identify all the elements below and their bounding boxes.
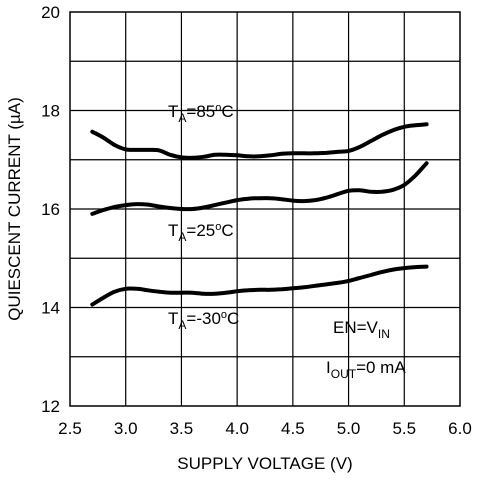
series-line-0 [90, 122, 429, 160]
x-axis-tick-labels: 2.5 3.0 3.5 4.0 4.5 5.0 5.5 6.0 [58, 419, 472, 438]
x-tick-label: 3.5 [170, 419, 194, 438]
curve-label-2: TA=-30oC [168, 309, 239, 332]
x-tick-label: 4.5 [281, 419, 305, 438]
x-tick-label: 2.5 [58, 419, 82, 438]
series-group [90, 122, 429, 307]
curve-labels: TA=85oC TA=25oC TA=-30oC [168, 102, 239, 332]
y-tick-label: 18 [41, 102, 60, 121]
condition-annotation-1: IOUT=0 mA [326, 358, 406, 381]
plot-area-frame [69, 11, 461, 407]
curve-label-1: TA=25oC [168, 221, 234, 244]
x-axis-title: SUPPLY VOLTAGE (V) [177, 454, 352, 473]
condition-annotation-0: EN=VIN [333, 318, 390, 341]
x-tick-label: 4.0 [225, 419, 249, 438]
y-axis-tick-labels: 12 14 16 18 20 [41, 3, 60, 416]
series-line-2 [90, 264, 429, 307]
condition-annotations: EN=VIN IOUT=0 mA [326, 318, 406, 381]
grid-lines [70, 12, 460, 406]
x-tick-label: 6.0 [448, 419, 472, 438]
y-tick-label: 20 [41, 3, 60, 22]
y-axis-title: QUIESCENT CURRENT (µA) [5, 97, 24, 321]
y-tick-label: 16 [41, 200, 60, 219]
x-tick-label: 5.0 [337, 419, 361, 438]
series-line-1 [90, 161, 429, 216]
y-tick-label: 14 [41, 299, 60, 318]
x-tick-label: 5.5 [392, 419, 416, 438]
y-tick-label: 12 [41, 397, 60, 416]
x-tick-label: 3.0 [114, 419, 138, 438]
curve-label-0: TA=85oC [168, 102, 234, 125]
